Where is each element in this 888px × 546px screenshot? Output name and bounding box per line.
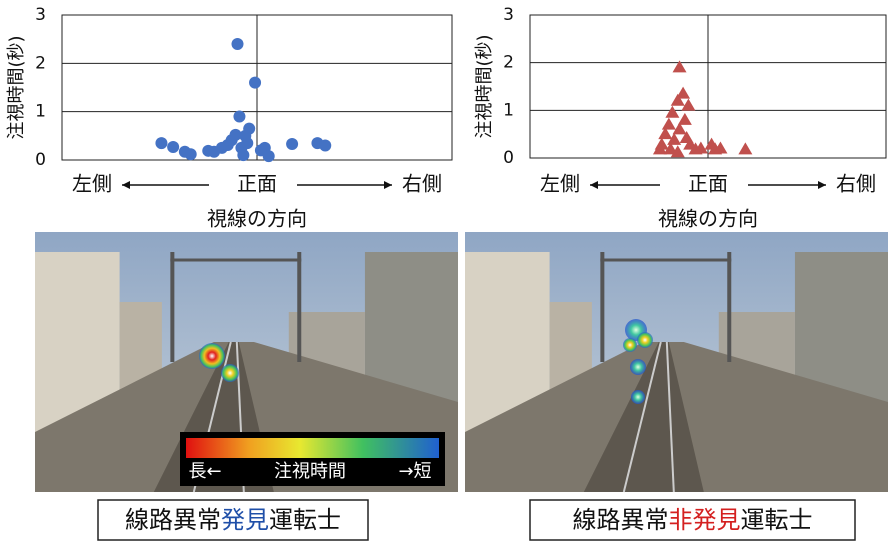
caption-part: 発見 [221, 506, 269, 534]
data-point [262, 150, 275, 163]
y-tick-label: 2 [503, 53, 514, 73]
data-point [738, 142, 753, 155]
data-point [155, 137, 168, 150]
gaze-heat [623, 338, 637, 352]
y-tick-label: 3 [503, 5, 514, 25]
data-point [713, 141, 728, 154]
data-point [665, 105, 680, 118]
data-point [286, 138, 299, 151]
caption-part: 非発見 [669, 506, 741, 534]
data-point [652, 142, 667, 155]
data-point [319, 139, 332, 152]
y-tick-label: 3 [35, 5, 46, 25]
colorbar [186, 438, 439, 458]
y-tick-label: 0 [35, 150, 46, 170]
data-point [237, 149, 250, 162]
data-point [670, 93, 685, 106]
catenary-pole [297, 252, 302, 362]
data-point [658, 127, 673, 140]
data-point [667, 132, 682, 145]
caption-part: 線路異常 [125, 506, 221, 534]
caption-part: 運転士 [269, 506, 341, 534]
caption-box [529, 499, 856, 541]
direction-label: 右側 [836, 172, 876, 196]
data-point [663, 142, 678, 155]
direction-label: 正面 [688, 172, 728, 196]
photo [465, 232, 888, 493]
data-point [167, 140, 180, 153]
rail [622, 341, 662, 493]
caption-part: 運転士 [741, 506, 813, 534]
catenary-pole [727, 252, 732, 362]
direction-label: 左側 [540, 172, 580, 196]
direction-label: 正面 [237, 172, 277, 196]
data-point [681, 98, 696, 111]
data-point [661, 117, 676, 130]
caption: 線路異常発見運転士 [125, 506, 341, 534]
direction-label: 左側 [72, 172, 112, 196]
gaze-heat [221, 364, 239, 382]
caption: 線路異常非発見運転士 [573, 506, 813, 534]
y-tick-label: 1 [35, 102, 46, 122]
arrow-head [818, 181, 826, 189]
gaze-heat [630, 359, 646, 375]
catenary-pole [170, 252, 175, 362]
data-point [670, 145, 685, 158]
data-point [229, 128, 242, 141]
caption-part: 線路異常 [573, 506, 669, 534]
data-point [233, 110, 246, 123]
gaze-heat [637, 332, 653, 348]
y-tick-label: 0 [503, 148, 514, 168]
data-point [249, 76, 262, 89]
arrow-head [122, 181, 130, 189]
rail [665, 341, 675, 493]
y-axis-label: 注視時間(秒) [6, 35, 27, 139]
data-point [676, 86, 691, 99]
y-tick-label: 1 [503, 100, 514, 120]
data-point [672, 122, 687, 135]
data-point [679, 130, 694, 143]
data-point [693, 141, 708, 154]
arrow-head [590, 181, 598, 189]
arrow-head [384, 181, 392, 189]
y-tick-label: 2 [35, 53, 46, 73]
gaze-heat [631, 390, 645, 404]
direction-label: 右側 [402, 172, 442, 196]
colorbar-label: 長← [188, 461, 221, 482]
data-point [243, 122, 256, 135]
colorbar-label: →短 [398, 461, 431, 482]
catenary-pole [600, 252, 605, 362]
data-point [677, 112, 692, 125]
x-axis-label: 視線の方向 [207, 207, 307, 231]
y-axis-label: 注視時間(秒) [474, 34, 495, 138]
caption-box [97, 499, 369, 541]
gaze-heat [199, 343, 225, 369]
x-axis-label: 視線の方向 [658, 207, 758, 231]
data-point [231, 38, 244, 50]
data-point [241, 137, 254, 150]
data-point [184, 148, 197, 161]
data-point [672, 60, 687, 73]
track [583, 342, 704, 492]
colorbar-label: 注視時間 [274, 461, 346, 482]
